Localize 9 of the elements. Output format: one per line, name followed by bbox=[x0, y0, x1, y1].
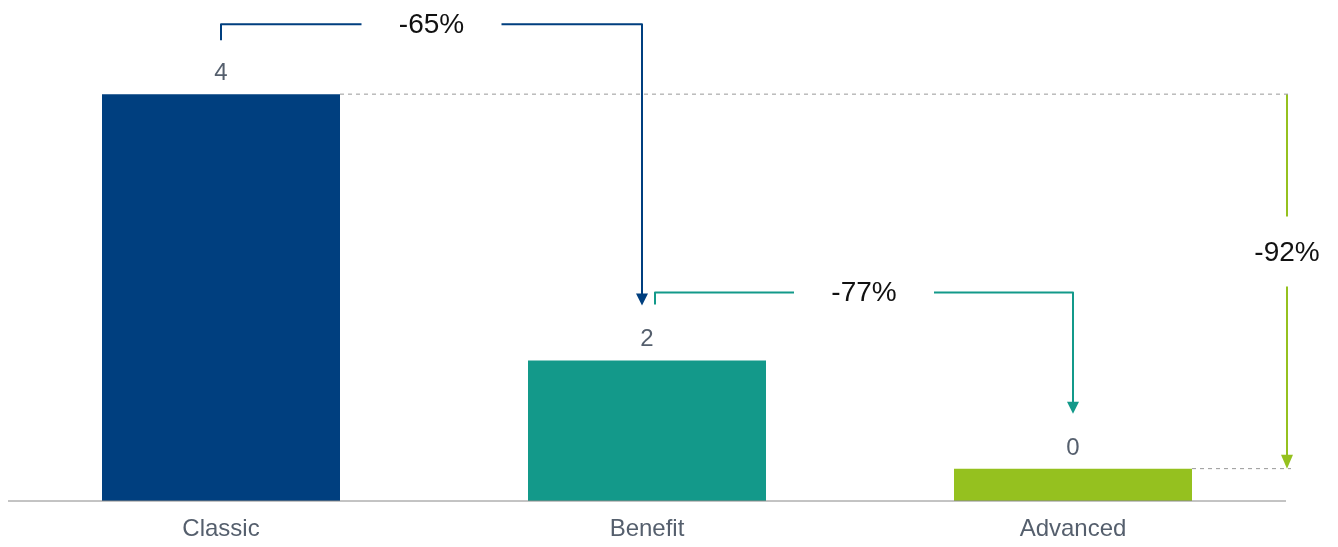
x-tick-label: Classic bbox=[182, 514, 260, 542]
annotation: -77% bbox=[831, 276, 897, 308]
data-label: 2 bbox=[640, 324, 654, 352]
data-label: 0 bbox=[1066, 432, 1080, 460]
annotation: -92% bbox=[1254, 236, 1320, 268]
x-tick-label: Benefit bbox=[609, 514, 685, 542]
text: -65% bbox=[398, 8, 465, 40]
x-tick-label: Advanced bbox=[1019, 514, 1127, 542]
data-label: 4 bbox=[214, 58, 228, 86]
